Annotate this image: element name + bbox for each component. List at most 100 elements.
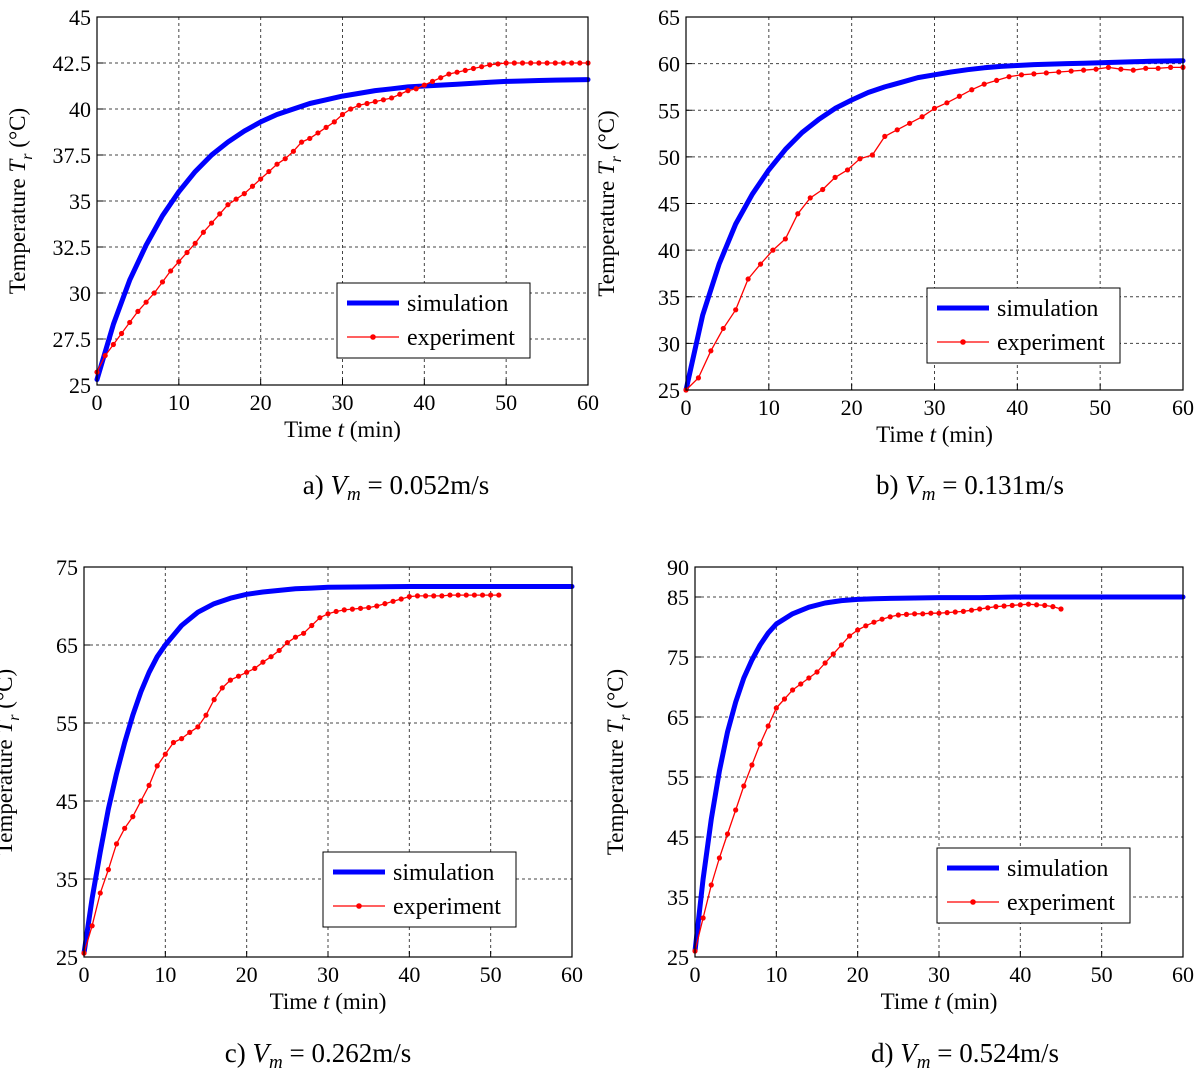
data-point-experiment — [920, 611, 926, 617]
data-point-experiment — [105, 867, 111, 873]
y-tick-label: 60 — [658, 52, 680, 77]
legend-marker-experiment — [970, 899, 976, 905]
y-tick-label: 65 — [658, 5, 680, 30]
x-tick-label: 20 — [250, 390, 272, 415]
data-point-experiment — [462, 67, 468, 73]
data-point-experiment — [1155, 65, 1161, 71]
data-point-experiment — [770, 247, 776, 253]
legend-marker-experiment — [370, 334, 376, 340]
data-point-experiment — [1025, 601, 1032, 607]
data-point-experiment — [479, 592, 486, 598]
data-point-experiment — [317, 615, 323, 621]
data-point-experiment — [832, 174, 838, 180]
data-point-experiment — [1018, 72, 1025, 78]
data-point-experiment — [882, 133, 888, 139]
data-point-experiment — [981, 81, 987, 87]
data-point-experiment — [511, 60, 517, 66]
data-point-experiment — [1043, 70, 1049, 76]
x-tick-label: 10 — [758, 395, 780, 420]
data-point-experiment — [956, 93, 962, 99]
data-point-experiment — [733, 807, 739, 813]
data-point-experiment — [471, 592, 477, 598]
data-point-experiment — [741, 783, 747, 789]
data-point-experiment — [179, 736, 185, 742]
x-tick-label: 50 — [1089, 395, 1111, 420]
data-point-experiment — [1118, 66, 1124, 72]
data-point-experiment — [298, 139, 305, 145]
y-tick-label: 40 — [658, 238, 680, 263]
y-tick-label: 35 — [667, 885, 689, 910]
y-tick-label: 45 — [667, 825, 689, 850]
data-point-experiment — [1058, 606, 1064, 612]
data-point-experiment — [423, 593, 429, 599]
data-point-experiment — [159, 279, 166, 285]
legend: simulation experiment — [322, 851, 517, 928]
data-point-experiment — [301, 630, 307, 636]
data-point-experiment — [765, 723, 771, 729]
axes-frame — [83, 566, 573, 958]
data-point-experiment — [241, 191, 247, 197]
data-point-experiment — [331, 119, 337, 125]
data-point-experiment — [260, 659, 266, 665]
data-point-experiment — [1056, 69, 1062, 75]
chart-panel-a: 0 10 20 30 40 50 60 25 27.5 30 32.5 35 37.5 40 42.5 45 s… — [5, 5, 599, 505]
x-axis-label: Time t (min) — [881, 989, 998, 1014]
y-tick-label: 37.5 — [53, 143, 92, 168]
data-point-experiment — [487, 62, 493, 68]
series-line-experiment — [83, 594, 500, 954]
data-point-experiment — [290, 148, 296, 154]
data-point-experiment — [994, 77, 1000, 84]
data-point-experiment — [438, 75, 444, 81]
data-point-experiment — [382, 601, 388, 607]
data-point-experiment — [170, 739, 177, 746]
data-point-experiment — [807, 195, 813, 201]
x-tick-label: 60 — [1172, 395, 1194, 420]
data-point-experiment — [339, 111, 346, 118]
data-point-experiment — [569, 60, 575, 66]
data-point-experiment — [1034, 602, 1040, 608]
data-point-experiment — [284, 640, 290, 646]
legend-label-experiment: experiment — [393, 894, 501, 920]
data-point-experiment — [184, 249, 190, 256]
data-point-experiment — [309, 622, 315, 629]
y-tick-label: 55 — [658, 98, 680, 123]
data-point-experiment — [907, 120, 913, 126]
data-point-experiment — [560, 60, 567, 66]
y-tick-label: 35 — [69, 189, 91, 214]
data-point-experiment — [903, 611, 910, 618]
data-point-experiment — [380, 97, 387, 103]
data-point-experiment — [869, 152, 875, 158]
x-tick-label: 0 — [681, 395, 692, 420]
data-point-experiment — [244, 669, 250, 675]
data-point-experiment — [720, 325, 726, 332]
data-point-experiment — [192, 240, 198, 246]
y-tick-label: 42.5 — [53, 51, 92, 76]
chart-panel-b: 0 10 20 30 40 50 60 25 30 35 40 45 50 55 60 65 simulatio… — [594, 5, 1194, 505]
data-point-experiment — [814, 669, 820, 675]
data-point-experiment — [1031, 71, 1037, 77]
data-point-experiment — [1001, 603, 1007, 609]
data-point-experiment — [944, 610, 950, 616]
x-tick-label: 0 — [79, 962, 90, 987]
legend-box — [322, 851, 517, 928]
data-point-experiment — [357, 605, 364, 611]
series-line-simulation — [94, 77, 591, 382]
axes-frame — [96, 16, 589, 386]
data-point-experiment — [495, 61, 501, 67]
data-point-experiment — [446, 71, 452, 77]
y-tick-label: 55 — [667, 765, 689, 790]
data-point-experiment — [528, 60, 534, 66]
data-point-experiment — [315, 130, 321, 136]
data-point-experiment — [857, 156, 863, 162]
data-point-experiment — [977, 606, 983, 612]
data-point-experiment — [846, 633, 853, 639]
data-point-experiment — [122, 825, 128, 831]
data-point-experiment — [138, 798, 144, 804]
data-point-experiment — [89, 923, 95, 929]
legend-marker-experiment — [356, 903, 362, 909]
data-point-experiment — [282, 156, 288, 162]
data-point-experiment — [187, 729, 193, 735]
data-point-experiment — [838, 642, 845, 648]
data-point-experiment — [235, 673, 242, 679]
data-point-experiment — [1143, 65, 1149, 71]
